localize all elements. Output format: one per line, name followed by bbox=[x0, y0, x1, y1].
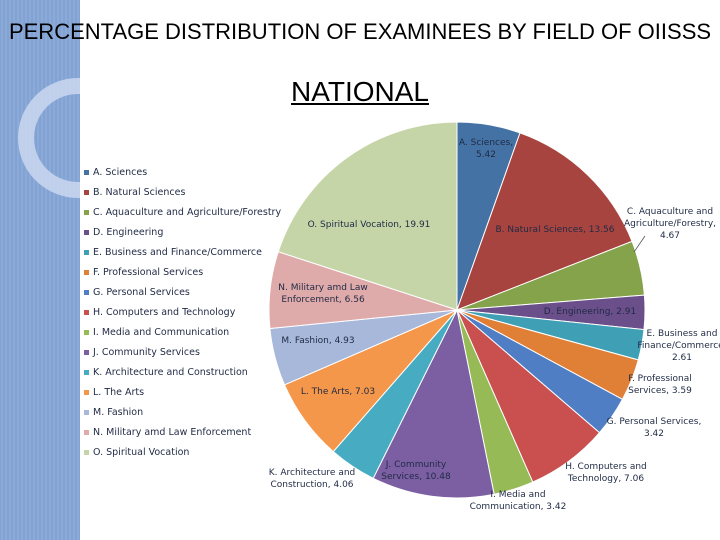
data-label-line: 3.42 bbox=[644, 429, 664, 439]
data-label: L. The Arts, 7.03 bbox=[301, 387, 375, 397]
chart-legend: A. Sciences B. Natural Sciences C. Aquacul… bbox=[84, 162, 284, 462]
legend-swatch bbox=[84, 409, 89, 415]
legend-label: M. Fashion bbox=[93, 406, 144, 418]
data-label: J. Community Services, 10.48 bbox=[381, 460, 451, 482]
legend-label: I. Media and Communication bbox=[93, 326, 230, 338]
legend-item: C. Aquaculture and Agriculture/Forestry bbox=[84, 202, 284, 222]
legend-swatch bbox=[84, 369, 89, 375]
legend-swatch bbox=[84, 189, 89, 195]
data-label: C. Aquaculture and Agriculture/Forestry, 4… bbox=[624, 207, 716, 241]
legend-swatch bbox=[84, 209, 89, 215]
data-label-line: 4.67 bbox=[660, 231, 680, 241]
legend-swatch bbox=[84, 389, 89, 395]
data-label-line: Services, 10.48 bbox=[381, 472, 451, 482]
data-label-line: Enforcement, 6.56 bbox=[281, 295, 365, 305]
data-label-line: E. Business and bbox=[647, 329, 718, 339]
data-label: H. Computers and Technology, 7.06 bbox=[565, 462, 647, 484]
data-label-line: A. Sciences, bbox=[459, 138, 513, 148]
legend-label: N. Military amd Law Enforcement bbox=[93, 426, 252, 438]
data-label-line: J. Community bbox=[385, 460, 447, 470]
legend-item: M. Fashion bbox=[84, 402, 284, 422]
legend-item: O. Spiritual Vocation bbox=[84, 442, 284, 462]
leader-line bbox=[633, 235, 646, 253]
legend-label: L. The Arts bbox=[93, 386, 145, 398]
data-label-line: 2.61 bbox=[672, 353, 692, 363]
legend-label: C. Aquaculture and Agriculture/Forestry bbox=[93, 206, 282, 218]
data-label-line: K. Architecture and bbox=[269, 468, 356, 478]
data-label-line: B. Natural Sciences, 13.56 bbox=[495, 225, 614, 235]
data-label-line: Construction, 4.06 bbox=[270, 480, 353, 490]
data-label: G. Personal Services, 3.42 bbox=[607, 417, 702, 439]
legend-item: G. Personal Services bbox=[84, 282, 284, 302]
pie-slice bbox=[372, 308, 495, 499]
legend-item: A. Sciences bbox=[84, 162, 284, 182]
legend-item: F. Professional Services bbox=[84, 262, 284, 282]
data-label: K. Architecture and Construction, 4.06 bbox=[269, 468, 356, 490]
pie-slice bbox=[277, 121, 458, 311]
data-label: A. Sciences, 5.42 bbox=[459, 138, 513, 160]
legend-swatch bbox=[84, 229, 89, 235]
data-label-line: O. Spiritual Vocation, 19.91 bbox=[308, 220, 431, 230]
data-label-line: H. Computers and bbox=[565, 462, 647, 472]
legend-item: B. Natural Sciences bbox=[84, 182, 284, 202]
data-label-line: I. Media and bbox=[490, 490, 545, 500]
legend-item: I. Media and Communication bbox=[84, 322, 284, 342]
data-label-line: C. Aquaculture and bbox=[627, 207, 713, 217]
legend-label: G. Personal Services bbox=[93, 286, 190, 298]
legend-swatch bbox=[84, 449, 89, 455]
legend-label: D. Engineering bbox=[93, 226, 164, 238]
legend-swatch bbox=[84, 269, 89, 275]
legend-item: J. Community Services bbox=[84, 342, 284, 362]
legend-label: H. Computers and Technology bbox=[93, 306, 236, 318]
legend-swatch bbox=[84, 309, 89, 315]
data-label: D. Engineering, 2.91 bbox=[544, 307, 636, 317]
data-label-line: L. The Arts, 7.03 bbox=[301, 387, 375, 397]
legend-swatch bbox=[84, 289, 89, 295]
legend-item: L. The Arts bbox=[84, 382, 284, 402]
data-label-line: Finance/Commerce, bbox=[637, 341, 720, 351]
legend-item: N. Military amd Law Enforcement bbox=[84, 422, 284, 442]
data-label: B. Natural Sciences, 13.56 bbox=[495, 225, 614, 235]
legend-swatch bbox=[84, 169, 89, 175]
data-label: O. Spiritual Vocation, 19.91 bbox=[308, 220, 431, 230]
legend-label: B. Natural Sciences bbox=[93, 186, 186, 198]
data-label-line: 5.42 bbox=[476, 150, 496, 160]
data-label-line: Agriculture/Forestry, bbox=[624, 219, 716, 229]
legend-label: A. Sciences bbox=[93, 166, 148, 178]
slide-subtitle: NATIONAL bbox=[291, 76, 429, 107]
legend-label: E. Business and Finance/Commerce bbox=[93, 246, 262, 258]
legend-item: K. Architecture and Construction bbox=[84, 362, 284, 382]
data-label-line: D. Engineering, 2.91 bbox=[544, 307, 636, 317]
data-label: M. Fashion, 4.93 bbox=[281, 336, 354, 346]
data-label-line: G. Personal Services, bbox=[607, 417, 702, 427]
data-label: N. Military amd Law Enforcement, 6.56 bbox=[278, 283, 367, 305]
data-label-line: M. Fashion, 4.93 bbox=[281, 336, 354, 346]
legend-item: D. Engineering bbox=[84, 222, 284, 242]
data-label-line: F. Professional bbox=[628, 374, 692, 384]
legend-label: J. Community Services bbox=[93, 346, 200, 358]
legend-label: F. Professional Services bbox=[93, 266, 204, 278]
data-label-line: Services, 3.59 bbox=[628, 386, 692, 396]
legend-item: E. Business and Finance/Commerce bbox=[84, 242, 284, 262]
legend-item: H. Computers and Technology bbox=[84, 302, 284, 322]
data-label-line: N. Military amd Law bbox=[278, 283, 367, 293]
legend-swatch bbox=[84, 349, 89, 355]
data-label: F. Professional Services, 3.59 bbox=[628, 374, 692, 396]
data-label: E. Business and Finance/Commerce, 2.61 bbox=[637, 329, 720, 363]
pie-slice bbox=[456, 132, 633, 311]
data-label-line: Technology, 7.06 bbox=[567, 474, 644, 484]
legend-label: K. Architecture and Construction bbox=[93, 366, 248, 378]
decorative-side-panel bbox=[0, 0, 80, 540]
data-label: I. Media and Communication, 3.42 bbox=[470, 490, 567, 512]
slide-title: PERCENTAGE DISTRIBUTION OF EXAMINEES BY … bbox=[8, 19, 712, 44]
legend-swatch bbox=[84, 249, 89, 255]
legend-label: O. Spiritual Vocation bbox=[93, 446, 190, 458]
legend-swatch bbox=[84, 329, 89, 335]
data-label-line: Communication, 3.42 bbox=[470, 502, 567, 512]
legend-swatch bbox=[84, 429, 89, 435]
